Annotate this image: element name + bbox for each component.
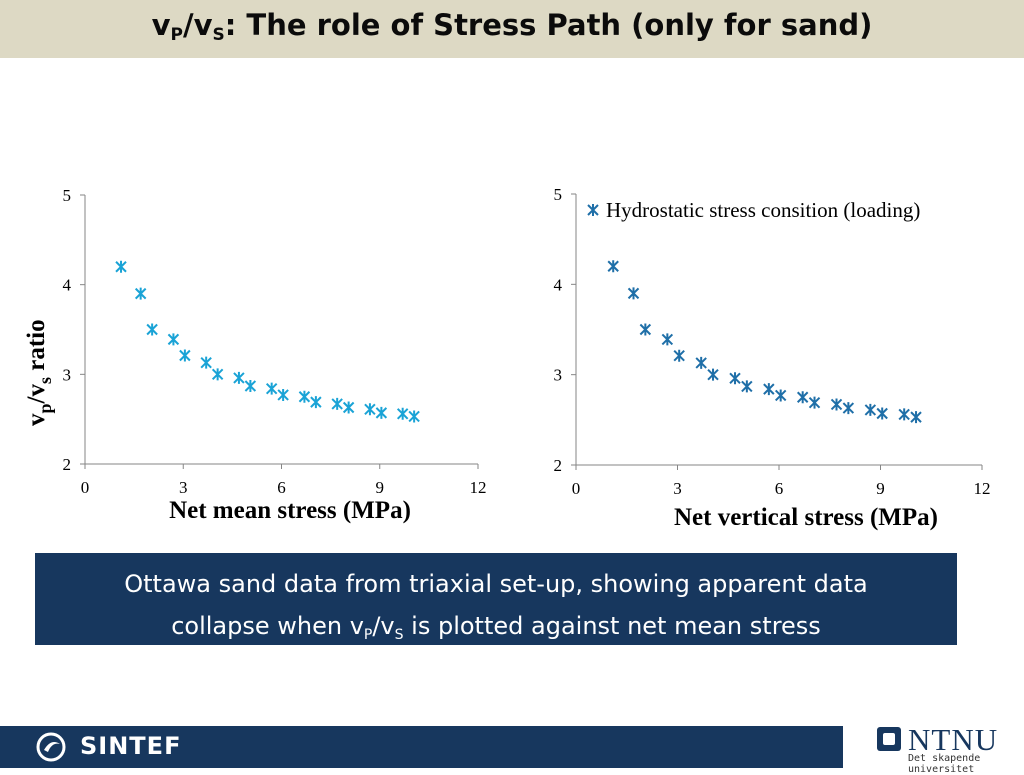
slide-title: vP/vS: The role of Stress Path (only for…	[0, 8, 1024, 45]
data-point	[830, 398, 843, 411]
data-point	[396, 407, 409, 420]
data-point	[146, 323, 158, 336]
data-point	[627, 287, 640, 300]
y-tick-label: 5	[63, 186, 72, 205]
data-point	[244, 379, 257, 392]
data-point	[673, 349, 685, 362]
caption-text-end: is plotted against net mean stress	[403, 612, 821, 640]
data-point	[796, 391, 809, 404]
x-axis-title: Net vertical stress (MPa)	[674, 504, 938, 531]
title-slash: /	[182, 8, 194, 42]
data-point	[707, 368, 719, 381]
y-tick-label: 2	[554, 456, 563, 475]
data-point	[607, 260, 619, 273]
x-tick-label: 0	[81, 478, 90, 497]
caption-line-2: collapse when vP/vS is plotted against n…	[35, 605, 957, 656]
data-point	[842, 402, 855, 415]
data-point	[115, 260, 127, 273]
svg-text:vp/vs ratio: vp/vs ratio	[23, 319, 55, 426]
y-tick-label: 4	[554, 275, 563, 294]
ylabel-sub-p: p	[35, 403, 55, 413]
chart-right-svg: 2 3 4 5 0 3 6 9 12 Hydrostatic stress consition …	[554, 185, 991, 531]
ntnu-logo: NTNU Det skapende universitet	[876, 722, 1024, 775]
data-point	[167, 333, 180, 346]
ntnu-tagline: Det skapende universitet	[908, 753, 981, 775]
x-tick-label: 12	[470, 478, 487, 497]
ntnu-name: NTNU	[908, 722, 999, 757]
data-point	[364, 403, 376, 416]
x-tick-label: 6	[277, 478, 286, 497]
y-tick-label: 3	[554, 366, 563, 385]
title-sub-p: P	[170, 25, 183, 45]
data-point	[310, 396, 322, 409]
data-point	[277, 388, 289, 401]
title-sub-s: S	[212, 25, 225, 45]
data-point	[898, 408, 910, 421]
x-tick-label: 12	[974, 479, 991, 498]
data-point	[763, 383, 775, 396]
data-point	[331, 397, 343, 410]
sintef-logo-text: SINTEF	[80, 732, 182, 760]
chart-left-svg: vp/vs ratio 2 3 4 5 0 3 6 9 12 Net mean stress (…	[23, 186, 487, 524]
ylabel-v: v	[23, 413, 50, 426]
title-v2: v	[193, 8, 213, 42]
footer-bar: SINTEF	[0, 726, 843, 768]
plot-area-right: 2 3 4 5 0 3 6 9 12	[554, 185, 991, 498]
data-point	[298, 390, 311, 403]
ntnu-mark-icon	[877, 727, 901, 751]
y-tick-label: 3	[63, 365, 72, 384]
data-point	[408, 410, 420, 423]
data-point	[179, 349, 191, 362]
data-point	[265, 382, 278, 395]
x-tick-label: 9	[376, 478, 385, 497]
caption-sub-p: P	[363, 627, 373, 643]
data-point	[375, 406, 388, 419]
plot-area-left: 2 3 4 5 0 3 6 9 12	[63, 186, 487, 497]
caption-text: collapse when v	[171, 612, 364, 640]
data-point	[134, 287, 147, 300]
data-point	[864, 403, 877, 416]
x-tick-label: 9	[876, 479, 885, 498]
x-tick-label: 0	[572, 479, 581, 498]
data-point	[729, 372, 741, 385]
data-point	[661, 333, 674, 346]
data-point	[774, 389, 787, 402]
legend-label: Hydrostatic stress consition (loading)	[606, 198, 920, 222]
title-v: v	[151, 8, 171, 42]
caption-sub-s: S	[394, 627, 404, 643]
x-tick-label: 3	[179, 478, 188, 497]
data-point	[876, 407, 888, 420]
chart-net-mean-stress: vp/vs ratio 2 3 4 5 0 3 6 9 12 Net mean stress (…	[0, 150, 500, 540]
y-axis-title: vp/vs ratio	[23, 319, 55, 426]
x-tick-label: 3	[673, 479, 682, 498]
caption: Ottawa sand data from triaxial set-up, s…	[35, 563, 957, 656]
legend: Hydrostatic stress consition (loading)	[587, 198, 920, 222]
data-point	[200, 356, 212, 369]
data-point	[695, 356, 707, 369]
title-bar: vP/vS: The role of Stress Path (only for…	[0, 0, 1024, 58]
y-tick-label: 5	[554, 185, 563, 204]
data-point	[808, 396, 821, 409]
x-tick-label: 6	[775, 479, 784, 498]
x-axis-title: Net mean stress (MPa)	[169, 497, 411, 524]
chart-net-vertical-stress: 2 3 4 5 0 3 6 9 12 Hydrostatic stress consition …	[510, 150, 1010, 540]
data-point	[342, 401, 355, 414]
ylabel-sub-s: s	[35, 377, 55, 384]
caption-line-1: Ottawa sand data from triaxial set-up, s…	[124, 570, 868, 598]
data-point	[910, 411, 922, 424]
data-point	[639, 323, 652, 336]
data-point	[211, 368, 224, 381]
title-text: : The role of Stress Path (only for sand…	[224, 8, 873, 42]
sintef-logo-icon	[36, 732, 66, 762]
y-tick-label: 2	[63, 455, 72, 474]
data-point	[233, 371, 245, 384]
y-tick-label: 4	[63, 276, 72, 295]
ylabel-slash: /v	[23, 384, 50, 405]
legend-marker-symbol	[587, 204, 599, 216]
ylabel-ratio: ratio	[23, 319, 50, 377]
data-point	[741, 380, 753, 393]
legend-marker	[587, 204, 599, 216]
caption-slash: /v	[372, 612, 395, 640]
caption-box: Ottawa sand data from triaxial set-up, s…	[35, 553, 957, 645]
